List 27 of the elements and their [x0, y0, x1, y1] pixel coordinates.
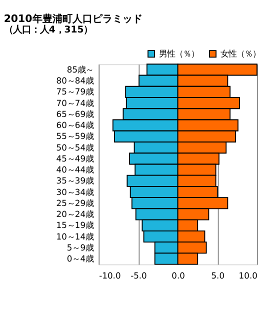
y-tick-label: 0～4歳	[66, 254, 94, 264]
x-tick-label: -5.0	[130, 270, 147, 281]
y-tick-label: 45～49歳	[56, 153, 94, 164]
y-tick-label: 60～64歳	[56, 120, 94, 130]
y-tick-label: 55～59歳	[56, 131, 94, 142]
chart-subtitle: （人口：人4，315）	[4, 24, 93, 36]
y-tick-label: 80～84歳	[56, 76, 94, 86]
y-tick-label: 15～19歳	[56, 220, 94, 230]
x-tick-label: 10.0	[238, 270, 258, 281]
y-tick-label: 35～39歳	[56, 176, 94, 186]
y-tick-label: 40～44歳	[56, 164, 94, 175]
chart-title: 2010年豊浦町人口ピラミッド	[4, 13, 142, 26]
x-tick-label: 5.0	[211, 270, 225, 281]
y-tick-label: 5～9歳	[66, 242, 94, 252]
x-tick-label: 0.0	[172, 270, 185, 281]
y-tick-label: 30～34歳	[56, 186, 94, 197]
legend-label: 女性（％）	[220, 48, 261, 59]
y-tick-label: 25～29歳	[56, 198, 94, 208]
legend-label: 男性（％）	[159, 48, 200, 59]
y-tick-label: 10～14歳	[56, 231, 94, 242]
y-tick-label: 65～69歳	[56, 108, 94, 119]
x-tick-label: -10.0	[99, 270, 121, 281]
y-tick-label: 70～74歳	[56, 98, 94, 108]
y-tick-label: 20～24歳	[56, 209, 94, 220]
y-tick-label: 75～79歳	[56, 86, 94, 97]
y-tick-label: 50～54歳	[56, 142, 94, 152]
y-tick-label: 85歳～	[66, 64, 94, 74]
